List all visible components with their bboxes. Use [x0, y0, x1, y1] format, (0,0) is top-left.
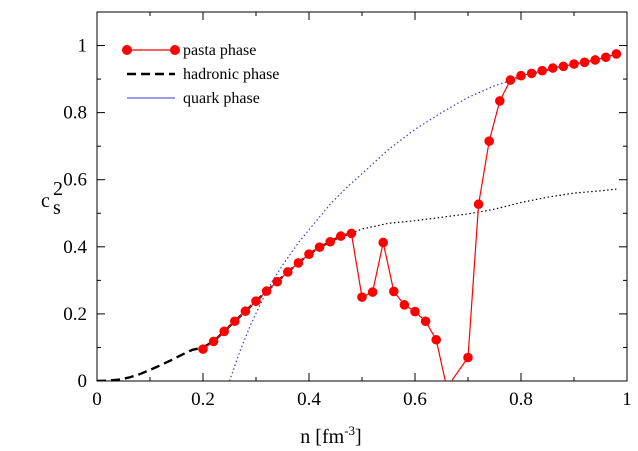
pasta-phase-point: [495, 96, 505, 106]
legend-hadronic-label: hadronic phase: [183, 66, 279, 83]
legend-quark-label: quark phase: [183, 90, 260, 107]
pasta-phase-point: [357, 292, 367, 302]
pasta-phase-point: [484, 136, 495, 146]
series-mixed-continuation: [351, 188, 617, 234]
pasta-phase-point: [293, 258, 304, 268]
pasta-phase-point: [558, 61, 569, 72]
pasta-phase-point: [548, 63, 558, 73]
series-quark-phase: [228, 53, 617, 381]
x-tick-label: 0: [92, 389, 102, 410]
x-axis-title-main: n [fm: [300, 426, 344, 448]
x-axis-title-close: ]: [355, 426, 362, 448]
y-tick-label: 0.4: [63, 237, 87, 258]
y-axis-title: c 2 s: [41, 178, 63, 219]
y-tick-label: 0.8: [63, 103, 87, 124]
pasta-phase-point: [579, 57, 590, 68]
y-tick-label: 0: [78, 371, 88, 392]
x-tick-label: 1: [622, 389, 632, 410]
pasta-phase-point: [410, 306, 420, 317]
y-tick-label: 0.6: [63, 170, 87, 191]
pasta-phase-point: [314, 242, 325, 252]
pasta-phase-point: [516, 70, 526, 81]
pasta-phase-point: [389, 286, 399, 297]
x-axis-title-sup: -3: [344, 423, 355, 438]
pasta-phase-point: [569, 59, 579, 69]
pasta-phase-point: [537, 65, 547, 76]
y-axis-title-sub: s: [53, 197, 61, 219]
pasta-phase-point: [505, 75, 516, 85]
x-tick-label: 0.2: [191, 389, 215, 410]
pasta-phase-point: [251, 296, 261, 306]
series-layer: [97, 53, 617, 381]
legend: pasta phase hadronic phase quark phase: [122, 42, 279, 107]
pasta-phase-point: [304, 249, 314, 259]
pasta-phase-point: [431, 334, 442, 345]
pasta-phase-point: [230, 316, 240, 327]
pasta-phase-point: [601, 52, 611, 63]
plot-frame: [96, 11, 628, 382]
y-tick-label: 1: [78, 36, 88, 57]
pasta-phase-point: [399, 300, 410, 310]
pasta-phase-point: [473, 199, 484, 210]
y-axis-title-main: c: [41, 190, 50, 212]
pasta-phase-point: [611, 49, 622, 59]
pasta-phase-point: [336, 231, 346, 241]
pasta-phase-point: [261, 286, 272, 296]
pasta-phase-point: [463, 352, 473, 363]
series-pasta-phase: [202, 53, 617, 381]
pasta-phase-point: [378, 237, 389, 248]
x-tick-label: 0.4: [297, 389, 321, 410]
pasta-phase-point: [325, 236, 336, 247]
x-axis-title: n [fm-3]: [300, 423, 361, 448]
pasta-phase-point: [283, 267, 293, 277]
x-tick-label: 0.6: [403, 389, 427, 410]
pasta-phase-point: [272, 276, 283, 287]
marker-layer: [198, 49, 622, 363]
y-axis-ticks: 0 0.2 0.4 0.6 0.8 1: [63, 36, 627, 392]
pasta-phase-point: [526, 68, 537, 79]
legend-pasta-label: pasta phase: [183, 42, 256, 59]
y-axis-title-sup: 2: [53, 178, 63, 200]
pasta-phase-point: [198, 344, 208, 354]
pasta-phase-point: [367, 287, 378, 297]
y-tick-label: 0.2: [63, 304, 87, 325]
pasta-phase-point: [208, 336, 219, 347]
pasta-phase-point: [219, 326, 229, 337]
x-tick-label: 0.8: [509, 389, 533, 410]
x-axis-ticks: 0 0.2 0.4 0.6 0.8 1: [92, 12, 632, 410]
legend-pasta-marker-left: [122, 45, 132, 55]
pasta-phase-point: [420, 316, 431, 327]
pasta-phase-point: [240, 306, 251, 317]
legend-pasta-marker-right: [170, 45, 180, 55]
pasta-phase-point: [346, 228, 357, 239]
pasta-phase-point: [590, 55, 600, 65]
